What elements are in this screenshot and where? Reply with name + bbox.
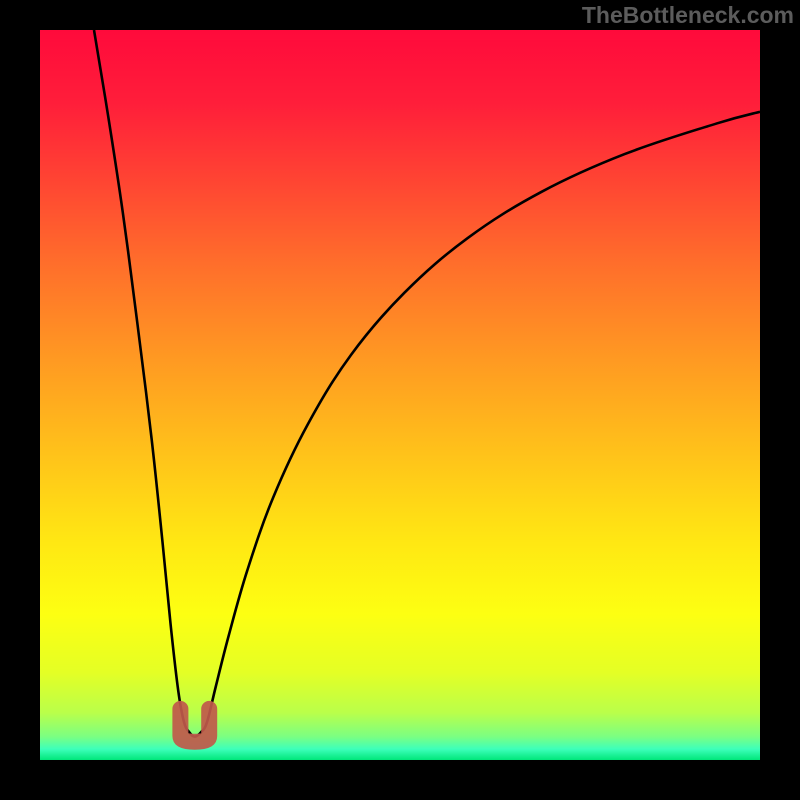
watermark-text: TheBottleneck.com <box>582 0 800 29</box>
plot-outer-frame <box>0 30 800 800</box>
bottleneck-curve-svg <box>40 30 760 760</box>
optimum-marker <box>180 709 209 742</box>
figure-root: TheBottleneck.com <box>0 0 800 800</box>
bottleneck-curve <box>94 30 760 737</box>
plot-area <box>40 30 760 760</box>
